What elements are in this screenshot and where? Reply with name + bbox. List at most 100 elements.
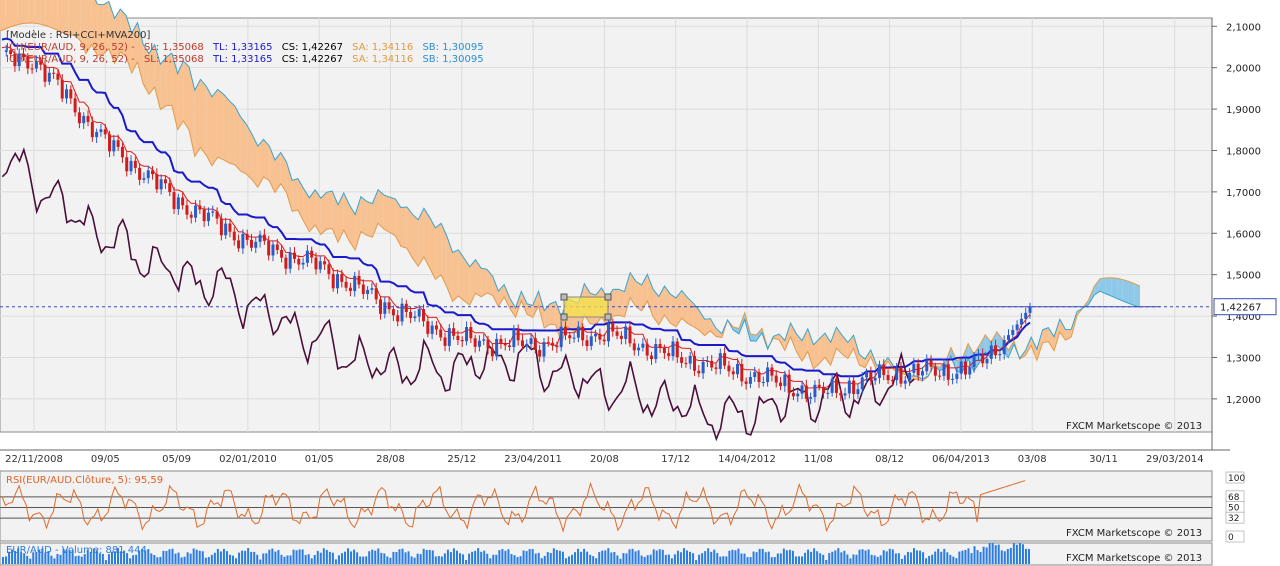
volume-bar [782, 548, 785, 564]
volume-bar [667, 554, 670, 564]
tl-value: TL: 1,33165 [212, 54, 273, 65]
candle-body [594, 333, 598, 337]
sa-value: SA: 1,34116 [352, 42, 414, 53]
volume-bar [725, 556, 728, 564]
volume-watermark: FXCM Marketscope © 2013 [1066, 553, 1203, 564]
volume-bar [186, 552, 189, 564]
ichimoku-cloud-segment [326, 191, 333, 230]
candle-body [413, 316, 417, 318]
candle-body [422, 309, 426, 322]
y-tick-label: 1,4000 [1226, 312, 1261, 323]
candle-body [817, 384, 821, 387]
volume-bar [307, 554, 310, 564]
ichimoku-cloud-segment [824, 333, 831, 366]
candle-body [637, 347, 641, 351]
volume-bar [295, 550, 298, 564]
volume-bar [749, 557, 752, 564]
volume-bar [613, 552, 616, 564]
candle-body [559, 326, 563, 348]
volume-bar [443, 553, 446, 564]
candle-body [267, 240, 271, 256]
volume-bar [813, 548, 816, 564]
volume-bar [44, 552, 47, 564]
candle-body [215, 211, 219, 219]
candle-body [865, 372, 869, 378]
volume-bar [912, 548, 915, 564]
volume-bar [401, 548, 404, 564]
candle-body [168, 183, 172, 193]
candle-body [361, 284, 365, 295]
date-tick-label: 01/05 [305, 454, 334, 465]
ichimoku-cloud-segment [658, 286, 665, 325]
volume-bar [395, 552, 398, 564]
ichimoku-cloud-segment [280, 152, 287, 193]
date-tick-label: 23/04/2011 [504, 454, 562, 465]
volume-bar [882, 550, 885, 564]
tenkan-sen-line [1, 46, 1031, 389]
ichimoku-cloud-segment [292, 178, 298, 212]
y-tick-label: 1,2000 [1226, 395, 1261, 406]
candle-body [383, 302, 387, 314]
ichimoku-cloud-segment [91, 0, 98, 56]
volume-bar [232, 555, 235, 564]
candle-body [512, 329, 516, 348]
volume-bar [522, 550, 525, 564]
volume-bar [888, 548, 891, 564]
ichimoku-cloud-segment [45, 0, 52, 28]
volume-bar [810, 551, 813, 564]
candle-body [56, 73, 60, 80]
volume-bar [861, 549, 864, 564]
volume-bar [362, 556, 365, 564]
ichimoku-cloud-segment [131, 22, 138, 73]
candle-body [800, 385, 804, 394]
candle-body [503, 343, 507, 346]
candle-body [52, 72, 56, 74]
volume-bar [673, 554, 676, 564]
volume-bar [110, 551, 113, 564]
volume-bar [682, 548, 685, 564]
candle-body [249, 239, 253, 248]
volume-bar [459, 553, 462, 564]
candle-body [516, 329, 520, 341]
volume-bar [471, 551, 474, 564]
volume-bar [900, 558, 903, 564]
ichimoku-cloud-segment [137, 22, 144, 84]
volume-bar [440, 556, 443, 564]
volume-bar [976, 550, 979, 564]
volume-bar [834, 550, 837, 564]
volume-bar [165, 550, 168, 564]
ichimoku-cloud-segment [34, 0, 41, 25]
ichimoku-cloud-segment [200, 79, 207, 156]
volume-bar [686, 550, 688, 564]
candle-body [933, 366, 937, 376]
volume-bar [132, 555, 135, 564]
candle-body [701, 361, 705, 374]
volume-bar [1018, 543, 1021, 564]
volume-bar [501, 549, 504, 564]
volume-bar [383, 553, 386, 564]
rsi-level-box [1225, 471, 1245, 484]
candle-body [727, 365, 731, 372]
candle-body [176, 197, 180, 210]
y-tick-label: 1,6000 [1226, 229, 1261, 240]
candle-body [198, 205, 202, 210]
volume-bar [17, 548, 20, 564]
volume-bar [331, 552, 334, 564]
candle-body [753, 372, 757, 377]
volume-bar [819, 553, 822, 564]
volume-bar [477, 548, 480, 564]
candle-body [761, 382, 765, 384]
ichimoku-cloud-segment [383, 194, 390, 233]
volume-bar [934, 551, 937, 564]
ichimoku-cloud-segment [286, 161, 293, 212]
volume-bar [794, 556, 797, 564]
candle-body [693, 355, 697, 371]
volume-bar [940, 551, 943, 564]
candle-body [133, 160, 137, 168]
ichimoku-label: ICH(EUR/AUD, 9, 26, 52) - [6, 54, 135, 65]
volume-bar [595, 558, 598, 564]
volume-bar [1006, 549, 1009, 564]
ichimoku-cloud-segment [246, 124, 253, 180]
volume-bar [574, 552, 577, 564]
